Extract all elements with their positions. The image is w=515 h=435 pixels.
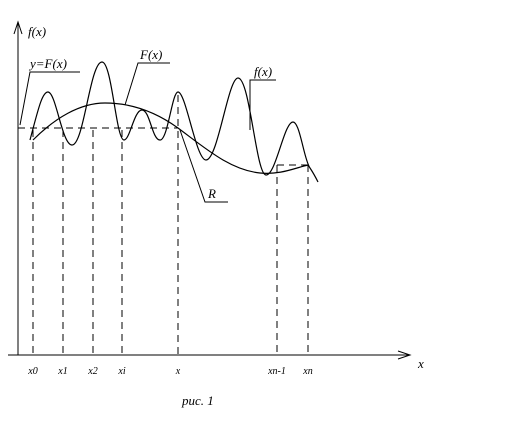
x-arrow bbox=[397, 350, 412, 360]
x-tick-label: x0 bbox=[27, 366, 37, 377]
curve-label: f(x) bbox=[254, 64, 272, 79]
x-tick-label: xn bbox=[302, 366, 312, 377]
x-tick-label: x1 bbox=[57, 366, 67, 377]
leader bbox=[19, 71, 80, 126]
axes bbox=[8, 20, 412, 360]
leader bbox=[124, 62, 170, 106]
caption: рис. 1 bbox=[181, 393, 214, 408]
dashed-verticals bbox=[32, 95, 309, 355]
x-tick-label: xi bbox=[117, 366, 125, 377]
curve-f bbox=[29, 61, 319, 183]
leader bbox=[179, 129, 228, 203]
leader bbox=[249, 79, 276, 130]
x-axis-label: x bbox=[417, 356, 424, 371]
curve-label: R bbox=[207, 186, 216, 201]
x-ticks: x0 x1 x2 xi x xn-1 xn bbox=[27, 366, 312, 377]
curve-label: F(x) bbox=[139, 47, 162, 62]
y-arrow bbox=[13, 20, 23, 35]
y-axis-label: f(x) bbox=[28, 24, 46, 39]
x-tick-label: xn-1 bbox=[267, 366, 286, 377]
curve-F bbox=[32, 102, 309, 174]
x-tick-label: x bbox=[175, 366, 181, 377]
x-tick-label: x2 bbox=[87, 366, 97, 377]
curve-label: y=F(x) bbox=[28, 56, 67, 71]
